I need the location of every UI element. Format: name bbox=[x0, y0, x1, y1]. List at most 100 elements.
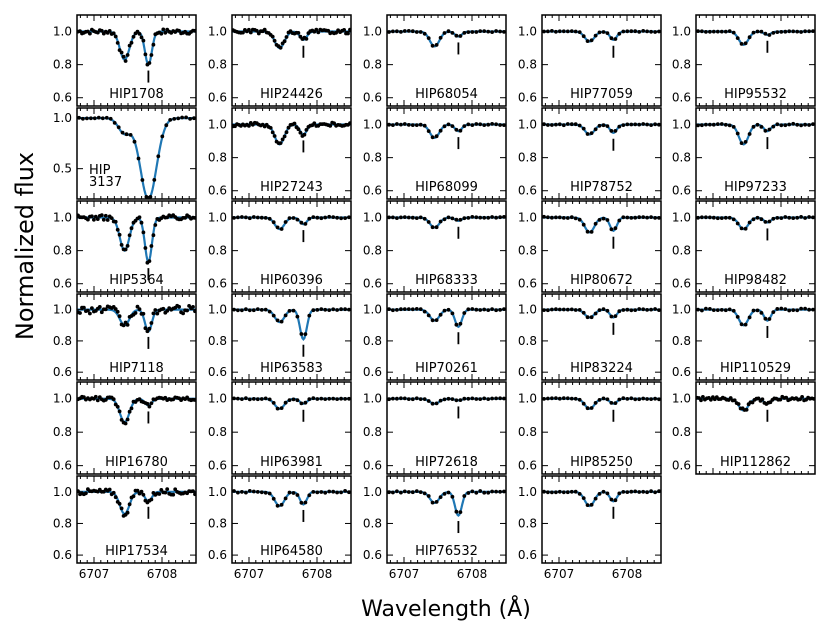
star-name-label: HIP78752 bbox=[570, 180, 633, 195]
observed-point bbox=[450, 124, 455, 128]
observed-point bbox=[775, 30, 780, 34]
observed-point bbox=[787, 308, 792, 313]
observed-point bbox=[478, 29, 483, 33]
observed-point bbox=[783, 215, 788, 219]
observed-point bbox=[108, 116, 113, 121]
observed-point bbox=[442, 308, 447, 313]
observed-point bbox=[645, 29, 649, 34]
observed-point bbox=[121, 54, 126, 59]
observed-point bbox=[263, 490, 268, 495]
observed-point bbox=[327, 489, 332, 494]
observed-point bbox=[248, 30, 253, 35]
observed-point bbox=[800, 395, 804, 399]
y-tick-label: 0.8 bbox=[53, 58, 72, 72]
y-tick-label: 0.8 bbox=[53, 516, 72, 530]
observed-point bbox=[127, 233, 132, 238]
observed-point bbox=[312, 121, 317, 126]
y-tick-label: 1.0 bbox=[672, 211, 691, 225]
observed-point bbox=[113, 34, 118, 39]
panel-frame bbox=[231, 293, 352, 381]
observed-point bbox=[328, 124, 333, 128]
observed-point bbox=[723, 122, 728, 127]
observed-point bbox=[486, 122, 491, 127]
observed-point bbox=[287, 398, 292, 402]
observed-point bbox=[625, 307, 630, 312]
panel-plot-area bbox=[77, 27, 196, 83]
observed-point bbox=[240, 397, 244, 401]
observed-point bbox=[494, 396, 498, 401]
panel-plot-area bbox=[387, 489, 506, 534]
observed-point bbox=[271, 313, 276, 318]
observed-point bbox=[645, 397, 649, 401]
observed-point bbox=[743, 226, 748, 231]
observed-point bbox=[565, 216, 570, 220]
spectrum-panel: 0.6 0.8 1.0 HIP68099 bbox=[363, 107, 507, 200]
model-fit-line bbox=[232, 397, 351, 410]
observed-point bbox=[263, 396, 268, 401]
y-tick-label: 1.0 bbox=[208, 211, 227, 225]
observed-point bbox=[743, 322, 748, 327]
observed-point bbox=[399, 307, 403, 312]
observed-point bbox=[418, 215, 423, 220]
observed-point bbox=[107, 487, 112, 492]
observed-point bbox=[153, 308, 158, 312]
y-tick-label: 0.8 bbox=[518, 58, 537, 72]
star-name-label: HIP63981 bbox=[260, 455, 323, 470]
x-tick-label: 6707 bbox=[544, 567, 575, 581]
observed-point bbox=[399, 215, 403, 220]
observed-point bbox=[641, 122, 646, 126]
observed-point bbox=[438, 219, 443, 224]
panel-plot-area bbox=[542, 29, 661, 58]
observed-point bbox=[410, 215, 415, 220]
y-tick-label: 1.0 bbox=[518, 303, 537, 317]
observed-point bbox=[470, 307, 475, 311]
observed-point bbox=[561, 29, 566, 34]
panel-plot-area bbox=[232, 307, 351, 357]
panel-frame bbox=[76, 293, 197, 381]
star-name-label: HIP bbox=[89, 163, 111, 178]
star-name-label: HIP76532 bbox=[415, 544, 478, 559]
observed-point bbox=[458, 398, 463, 402]
observed-point bbox=[715, 29, 720, 34]
observed-point bbox=[339, 307, 343, 312]
y-tick-label: 1.0 bbox=[518, 118, 537, 132]
observed-point bbox=[585, 132, 590, 136]
observed-point bbox=[291, 397, 296, 402]
observed-point bbox=[633, 215, 638, 220]
observed-point bbox=[561, 396, 566, 401]
observed-point bbox=[295, 493, 300, 497]
observed-point bbox=[259, 308, 264, 312]
observed-point bbox=[557, 215, 562, 220]
observed-point bbox=[554, 29, 558, 34]
star-name-label: HIP5364 bbox=[109, 273, 164, 288]
observed-point bbox=[750, 400, 755, 405]
x-tick-label: 6707 bbox=[389, 567, 420, 581]
panel-frame bbox=[541, 381, 662, 475]
observed-point bbox=[125, 510, 130, 515]
observed-point bbox=[767, 127, 772, 132]
model-fit-line bbox=[387, 30, 506, 48]
y-tick-label: 0.6 bbox=[363, 459, 382, 473]
observed-point bbox=[292, 121, 297, 126]
observed-point bbox=[307, 313, 312, 318]
observed-point bbox=[251, 489, 256, 494]
observed-point bbox=[286, 125, 291, 130]
observed-point bbox=[739, 42, 744, 46]
observed-point bbox=[125, 53, 130, 57]
observed-point bbox=[267, 309, 272, 314]
observed-point bbox=[147, 259, 152, 263]
observed-point bbox=[164, 123, 169, 128]
observed-point bbox=[597, 492, 602, 496]
observed-point bbox=[107, 29, 112, 33]
observed-point bbox=[569, 122, 574, 127]
observed-point bbox=[129, 226, 134, 231]
observed-point bbox=[791, 29, 796, 34]
observed-point bbox=[127, 502, 132, 507]
spectrum-panel: 0.6 0.8 1.0 HIP85250 bbox=[518, 381, 662, 475]
observed-point bbox=[466, 307, 471, 312]
observed-point bbox=[426, 36, 431, 40]
observed-point bbox=[180, 115, 185, 120]
observed-point bbox=[111, 490, 116, 495]
observed-point bbox=[565, 122, 570, 126]
observed-point bbox=[402, 396, 407, 401]
